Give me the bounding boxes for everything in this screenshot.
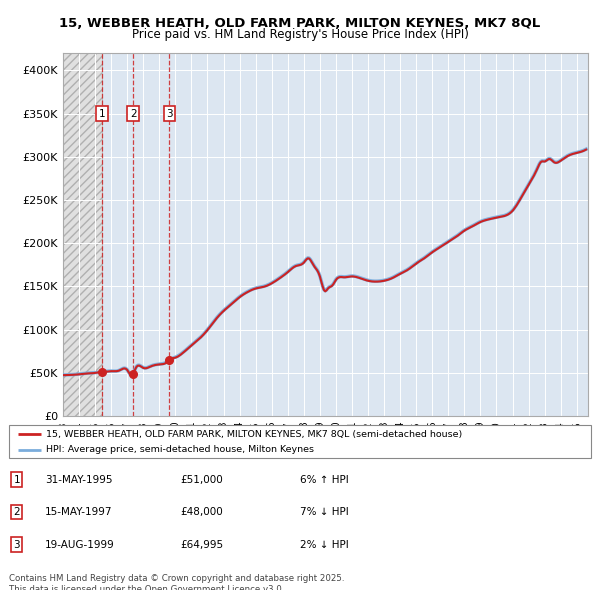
Text: 2: 2 (130, 109, 136, 119)
Text: 1: 1 (13, 475, 20, 484)
Text: Contains HM Land Registry data © Crown copyright and database right 2025.: Contains HM Land Registry data © Crown c… (9, 574, 344, 583)
Text: 31-MAY-1995: 31-MAY-1995 (45, 475, 113, 484)
Text: 7% ↓ HPI: 7% ↓ HPI (300, 507, 349, 517)
Text: 15-MAY-1997: 15-MAY-1997 (45, 507, 113, 517)
Bar (63, 53, 102, 416)
Text: £64,995: £64,995 (180, 540, 223, 549)
Text: 15, WEBBER HEATH, OLD FARM PARK, MILTON KEYNES, MK7 8QL (semi-detached house): 15, WEBBER HEATH, OLD FARM PARK, MILTON … (46, 430, 462, 438)
Text: 6% ↑ HPI: 6% ↑ HPI (300, 475, 349, 484)
Text: Price paid vs. HM Land Registry's House Price Index (HPI): Price paid vs. HM Land Registry's House … (131, 28, 469, 41)
Text: 2: 2 (13, 507, 20, 517)
Text: This data is licensed under the Open Government Licence v3.0.: This data is licensed under the Open Gov… (9, 585, 284, 590)
Text: 1: 1 (98, 109, 105, 119)
Text: £51,000: £51,000 (180, 475, 223, 484)
Text: 15, WEBBER HEATH, OLD FARM PARK, MILTON KEYNES, MK7 8QL: 15, WEBBER HEATH, OLD FARM PARK, MILTON … (59, 17, 541, 30)
Text: 19-AUG-1999: 19-AUG-1999 (45, 540, 115, 549)
Text: HPI: Average price, semi-detached house, Milton Keynes: HPI: Average price, semi-detached house,… (46, 445, 314, 454)
Text: 2% ↓ HPI: 2% ↓ HPI (300, 540, 349, 549)
Text: £48,000: £48,000 (180, 507, 223, 517)
Text: 3: 3 (166, 109, 173, 119)
Text: 3: 3 (13, 540, 20, 549)
